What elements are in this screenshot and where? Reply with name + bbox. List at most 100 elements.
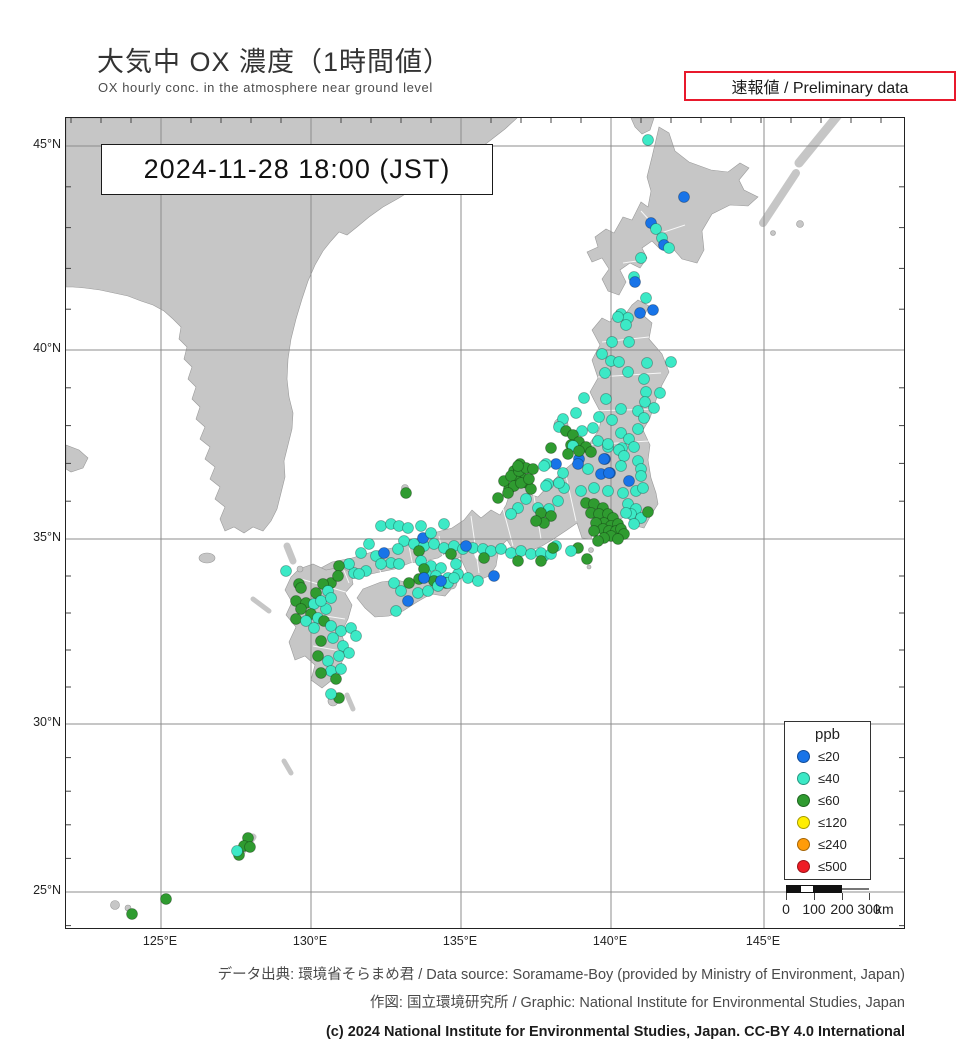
station-dot: [623, 433, 635, 445]
station-dot: [520, 493, 532, 505]
legend-color-dot: [797, 837, 810, 851]
station-dot: [515, 545, 527, 557]
landmass-hokkaido: [586, 126, 759, 296]
scale-bar-unit: km: [875, 901, 894, 917]
station-dot: [395, 585, 407, 597]
station-dot: [435, 575, 447, 587]
station-dot: [417, 532, 429, 544]
station-dot: [327, 632, 339, 644]
station-dot: [495, 543, 507, 555]
legend-color-dot: [797, 815, 810, 829]
station-dot: [422, 585, 434, 597]
station-dot: [435, 562, 447, 574]
station-dot: [332, 570, 344, 582]
axis-ticks-layer: [66, 118, 904, 927]
station-dot: [634, 307, 646, 319]
station-dot: [606, 336, 618, 348]
landmass-asia-continent: [66, 118, 518, 534]
station-dot: [231, 845, 243, 857]
station-dot: [315, 595, 327, 607]
station-dot: [295, 582, 307, 594]
preliminary-data-badge: 速報値 / Preliminary data: [684, 71, 956, 101]
station-dot: [488, 570, 500, 582]
footer: データ出典: 環境省そらまめ君 / Data source: Soramame-…: [45, 961, 905, 1047]
landmass-goto: [250, 596, 272, 614]
station-dot: [310, 587, 322, 599]
station-dot: [573, 445, 585, 457]
station-dot: [678, 191, 690, 203]
station-dot: [575, 485, 587, 497]
station-dot: [343, 558, 355, 570]
landmass-iki: [296, 565, 304, 573]
station-dot: [596, 348, 608, 360]
station-dot: [415, 520, 427, 532]
station-dot: [438, 518, 450, 530]
station-dot: [390, 605, 402, 617]
page-subtitle: OX hourly conc. in the atmosphere near g…: [98, 80, 433, 95]
station-dot: [315, 667, 327, 679]
axis-label-latitude: 35°N: [33, 530, 61, 544]
station-dot: [335, 663, 347, 675]
legend-rows: ≤20 ≤40 ≤60 ≤120 ≤240 ≤500: [785, 745, 870, 877]
station-dot: [581, 553, 593, 565]
station-dot: [640, 292, 652, 304]
station-dot: [290, 613, 302, 625]
scale-bar-tick-label: 100: [802, 901, 826, 917]
landmass-sakhalin: [630, 118, 655, 135]
legend-item: ≤120: [785, 811, 870, 833]
legend-item-label: ≤120: [818, 814, 847, 830]
station-dot: [333, 650, 345, 662]
station-dot: [413, 545, 425, 557]
station-dot: [665, 356, 677, 368]
station-dot: [552, 495, 564, 507]
timestamp-box: 2024-11-28 18:00 (JST): [101, 144, 493, 195]
station-dot: [363, 538, 375, 550]
station-dot: [545, 442, 557, 454]
legend-item-label: ≤500: [818, 858, 847, 874]
station-dot: [663, 242, 675, 254]
legend-color-dot: [797, 749, 810, 763]
legend-item: ≤500: [785, 855, 870, 877]
scale-bar: 0 100 200 300 km: [779, 881, 909, 923]
station-dot: [620, 507, 632, 519]
legend-item: ≤240: [785, 833, 870, 855]
page-title: 大気中 OX 濃度（1時間値）: [97, 47, 452, 77]
station-dot: [638, 373, 650, 385]
station-dot: [587, 422, 599, 434]
landmass-izu-oshima: [588, 547, 594, 553]
station-dot: [622, 366, 634, 378]
axis-label-longitude: 130°E: [292, 934, 328, 948]
station-dot: [545, 510, 557, 522]
station-dot: [527, 463, 539, 475]
station-dot: [562, 448, 574, 460]
station-dot: [613, 356, 625, 368]
station-dot: [592, 435, 604, 447]
station-dot: [312, 650, 324, 662]
landmass-jeju: [198, 552, 216, 564]
station-dot: [612, 311, 624, 323]
station-dot: [637, 482, 649, 494]
station-dot: [350, 630, 362, 642]
landmass-shikotan: [796, 220, 804, 228]
landmass-amami: [281, 758, 294, 776]
legend-item-label: ≤60: [818, 792, 840, 808]
station-dot: [322, 655, 334, 667]
landmass-tanegashima: [344, 692, 356, 712]
station-dot: [582, 463, 594, 475]
legend-item: ≤60: [785, 789, 870, 811]
station-dot: [333, 560, 345, 572]
station-dot: [355, 547, 367, 559]
station-dot: [375, 558, 387, 570]
landmass-habomai: [770, 230, 776, 236]
station-dot: [585, 446, 597, 458]
scale-bar-segment: [814, 885, 842, 893]
footer-license: (c) 2024 National Institute for Environm…: [325, 1024, 905, 1040]
axis-label-latitude: 40°N: [33, 341, 61, 355]
station-dot: [505, 508, 517, 520]
station-dot: [628, 518, 640, 530]
scale-bar-tick-label: 300: [857, 901, 881, 917]
station-dot: [632, 423, 644, 435]
station-dot: [502, 487, 514, 499]
landmass-shandong: [66, 444, 89, 473]
station-dot: [635, 470, 647, 482]
